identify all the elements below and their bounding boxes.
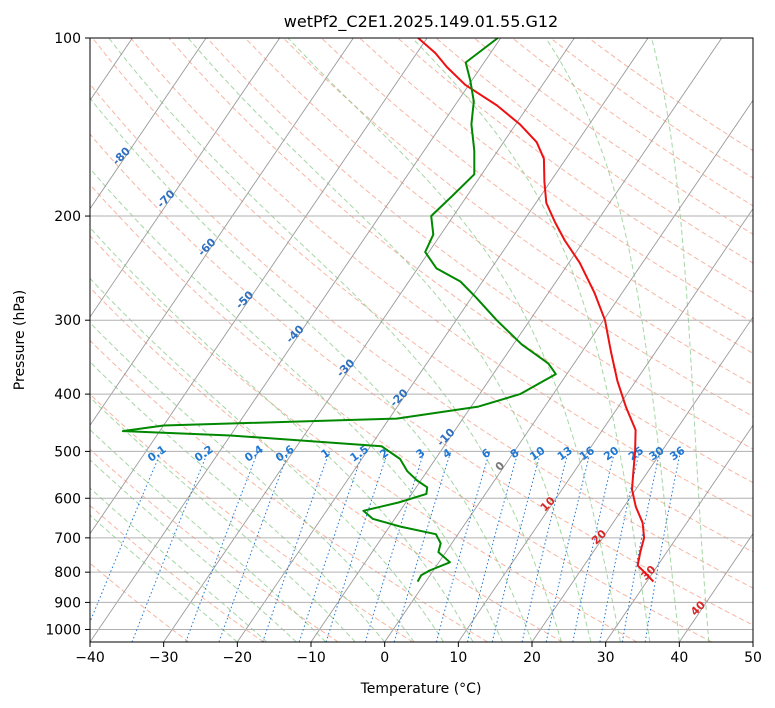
mixing-ratio-line (218, 451, 290, 642)
y-tick-label: 300 (54, 313, 81, 329)
isotherm-line (236, 38, 649, 642)
moist-adiabat-line (90, 361, 386, 642)
plot-area: -100-90-80-70-60-50-40-30-20-10010203040… (90, 38, 753, 642)
isotherm-line (163, 38, 575, 642)
moist-adiabat-line (90, 396, 356, 642)
chart-title: wetPf2_C2E1.2025.149.01.55.G12 (284, 12, 558, 32)
moist-adiabat-line (545, 38, 680, 642)
isotherm-line (384, 99, 753, 642)
moist-adiabat-line (651, 38, 710, 642)
moist-adiabat-line (90, 167, 503, 642)
dry-adiabat-line (90, 235, 638, 642)
isotherm-line (90, 38, 281, 318)
moist-adiabat-line (90, 277, 445, 642)
x-tick-label: 30 (597, 650, 615, 666)
mixing-ratio-line (393, 451, 452, 642)
isotherm-line (90, 38, 428, 535)
mixing-ratio-line (90, 451, 162, 624)
mixing-ratio-lines (90, 451, 681, 642)
y-tick-label: 700 (54, 531, 81, 547)
x-tick-label: −30 (149, 650, 179, 666)
isotherm-line (90, 38, 354, 427)
isotherm-line (457, 207, 753, 642)
mixing-ratio-line (298, 451, 364, 642)
x-tick-label: 10 (449, 650, 467, 666)
x-axis-ticks: −40 −30 −20 −10 0 10 20 30 40 50 (75, 642, 762, 666)
mixing-ratio-line (521, 451, 569, 642)
dry-adiabat-line (168, 38, 753, 484)
mixing-ratio-line (325, 451, 389, 642)
y-axis-label: Pressure (hPa) (12, 290, 28, 390)
y-tick-label: 900 (54, 595, 81, 611)
isotherm-line (531, 316, 753, 642)
moist-adiabat-line (187, 38, 592, 642)
mixing-ratio-line (185, 451, 259, 642)
moist-adiabat-line (108, 38, 562, 642)
y-axis-ticks: 100 200 300 400 500 600 700 800 900 1000 (45, 31, 90, 638)
x-tick-label: −10 (296, 650, 326, 666)
isotherm-line (90, 38, 207, 210)
dry-adiabat-line (92, 38, 753, 553)
profile-series (121, 38, 655, 583)
isotherm-line (605, 424, 753, 642)
x-tick-label: 50 (744, 650, 762, 666)
moist-adiabat-line (287, 38, 621, 642)
isotherm-line (678, 532, 753, 642)
x-tick-label: 20 (523, 650, 541, 666)
moist-adiabat-line (90, 429, 327, 642)
x-tick-label: −20 (223, 650, 253, 666)
dry-adiabat-line (90, 133, 753, 626)
dry-adiabat-line (282, 38, 753, 386)
x-tick-label: 40 (670, 650, 688, 666)
mixing-ratio-line (262, 451, 330, 642)
dry-adiabat-line (90, 83, 753, 589)
dry-adiabat-line (90, 286, 563, 642)
y-tick-label: 500 (54, 444, 81, 460)
dry-adiabat-line (90, 339, 488, 642)
y-tick-label: 100 (54, 31, 81, 47)
mixing-ratio-line (364, 451, 425, 642)
mixing-ratio-line (491, 451, 542, 642)
moist-adiabat-line (90, 459, 297, 642)
moist-adiabat-line (90, 514, 238, 642)
moist-adiabat-line (90, 226, 474, 642)
x-tick-label: −40 (75, 650, 105, 666)
plot-frame (89, 37, 754, 643)
mixing-ratio-line (435, 451, 491, 642)
dry-adiabat-line (90, 562, 190, 642)
moist-adiabat-line (90, 97, 533, 642)
moist-adiabat-line (411, 38, 651, 642)
y-tick-label: 1000 (45, 622, 81, 638)
dry-adiabat-line (244, 38, 753, 418)
y-tick-label: 200 (54, 209, 81, 225)
dry-adiabat-line (321, 38, 753, 354)
isotherm-line (90, 38, 502, 642)
mixing-ratio-line (131, 451, 209, 642)
mixing-ratio-line (467, 451, 519, 642)
dry-adiabat-line (90, 183, 712, 642)
y-tick-label: 400 (54, 387, 81, 403)
y-tick-label: 600 (54, 491, 81, 507)
pressure-gridlines (90, 38, 753, 630)
moist-adiabats (90, 38, 710, 642)
x-axis-label: Temperature (°C) (360, 681, 482, 697)
x-tick-label: 0 (380, 650, 389, 666)
y-tick-label: 800 (54, 565, 81, 581)
